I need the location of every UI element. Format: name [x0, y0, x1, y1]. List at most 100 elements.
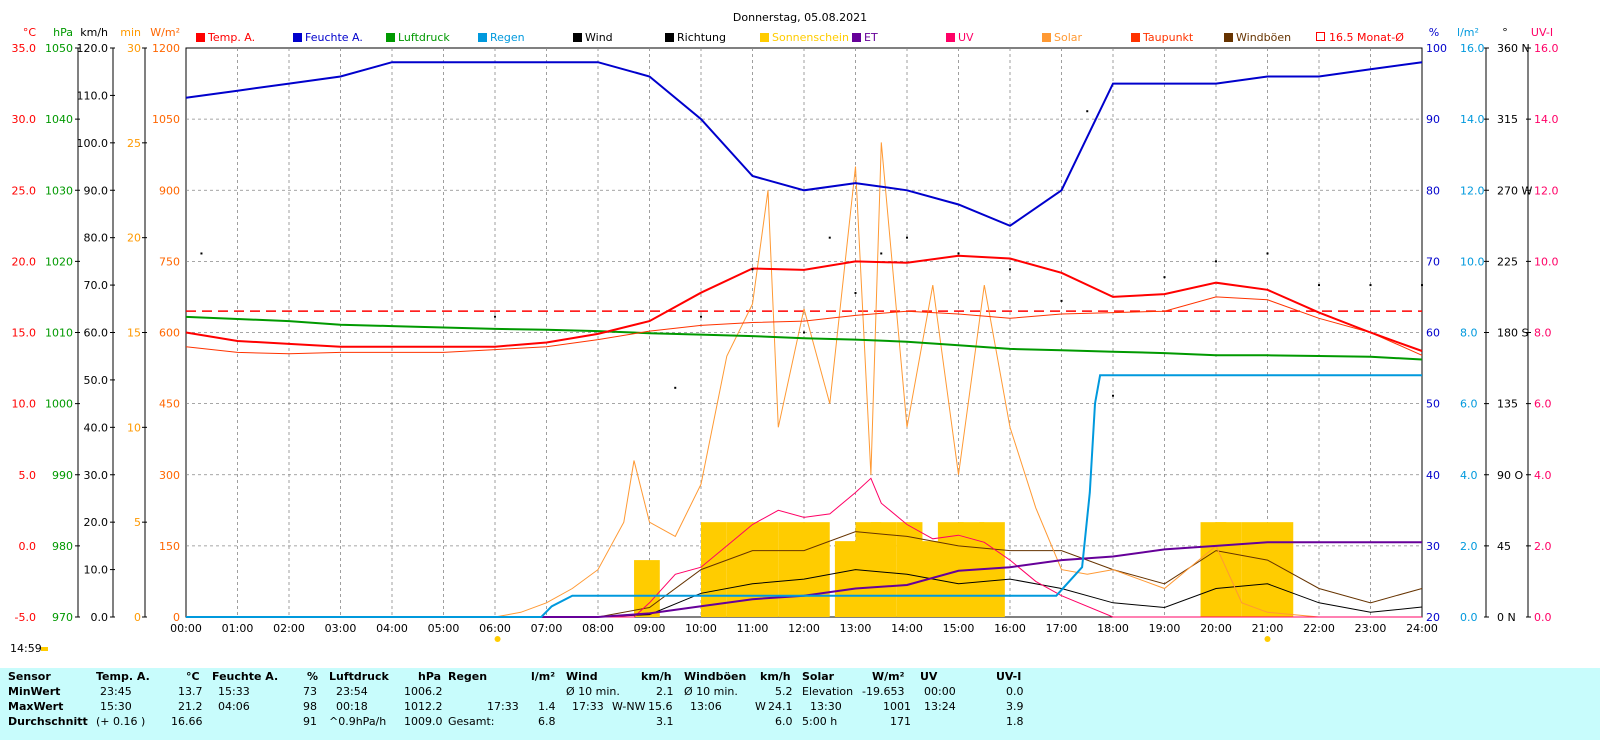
- axis-left-tick-label: 1200: [152, 42, 180, 55]
- axis-left-tick-label: 150: [159, 540, 180, 553]
- windboeen-header: Windböen: [684, 670, 747, 683]
- feuchte-avg: 91: [303, 715, 317, 728]
- x-tick-label: 09:00: [634, 622, 666, 635]
- windboeen-avg: 6.0: [775, 715, 793, 728]
- sunshine-bar: [1241, 522, 1268, 617]
- axis-left-tick-label: 70.0: [84, 279, 109, 292]
- axis-left-tick-label: 20.0: [84, 516, 109, 529]
- regen-total: 6.8: [538, 715, 556, 728]
- uv-max-time: 13:24: [924, 700, 956, 713]
- legend-swatch: [852, 33, 861, 42]
- feuchte-min: 73: [303, 685, 317, 698]
- axis-right-tick-label: 70: [1426, 255, 1440, 268]
- sunshine-bar: [701, 522, 727, 617]
- regen-unit: l/m²: [531, 670, 556, 683]
- wind-direction-point: [751, 268, 754, 271]
- wind-direction-point: [906, 236, 908, 239]
- wind-direction-point: [803, 331, 805, 334]
- legend-label: Wind: [585, 31, 613, 44]
- row-label-max: MaxWert: [8, 700, 64, 713]
- sunshine-bar: [778, 522, 804, 617]
- legend-label: ET: [864, 31, 878, 44]
- axis-right-unit: l/m²: [1457, 26, 1479, 39]
- legend-label: Windböen: [1236, 31, 1291, 44]
- wind-max-time: 17:33: [572, 700, 604, 713]
- axis-left-tick-label: 15: [127, 327, 141, 340]
- legend-swatch: [665, 33, 674, 42]
- axis-left-tick-label: 120.0: [77, 42, 109, 55]
- sun-marker-icon: [41, 647, 48, 651]
- feuchte-max: 98: [303, 700, 317, 713]
- series-line-wind: [186, 569, 1423, 618]
- luftdruck-avg-note: ^0.9hPa/h: [329, 715, 387, 728]
- axis-right-tick-label: 225: [1497, 255, 1518, 268]
- weather-chart: Donnerstag, 05.08.2021 Temp. A. Feuchte A…: [10, 11, 1559, 655]
- axes: °C 35.0 30.0 25.0 20.0 15.0 10.0 5.0 0.0 -5.0 hPa 1…: [12, 26, 1559, 624]
- temp-max: 21.2: [178, 700, 203, 713]
- wind-direction-point: [1060, 299, 1063, 302]
- axis-left-tick-label: 5: [134, 516, 141, 529]
- legend-label: Temp. A.: [207, 31, 255, 44]
- legend-swatch: [386, 33, 395, 42]
- x-tick-label: 16:00: [994, 622, 1026, 635]
- legend-swatch: [573, 33, 582, 42]
- windboeen-min: 5.2: [775, 685, 793, 698]
- x-tick-label: 06:00: [479, 622, 511, 635]
- axis-left-unit: km/h: [80, 26, 108, 39]
- wind-direction-point: [1369, 284, 1372, 287]
- sunshine-bar: [1267, 522, 1294, 617]
- axis-right-tick-label: 10.0: [1460, 255, 1485, 268]
- legend-swatch: [760, 33, 769, 42]
- regen-total-label: Gesamt:: [448, 715, 495, 728]
- axis-left-tick-label: 110.0: [77, 89, 109, 102]
- temp-max-time: 15:30: [100, 700, 132, 713]
- wind-direction-point: [200, 252, 203, 255]
- axis-right-tick-label: 90 O: [1497, 469, 1523, 482]
- sunshine-bar: [752, 522, 779, 617]
- axis-right-tick-label: 50: [1426, 398, 1440, 411]
- temp-min: 13.7: [178, 685, 203, 698]
- row-label-avg: Durchschnitt: [8, 715, 88, 728]
- axis-right-tick-label: 10.0: [1534, 255, 1559, 268]
- temp-avg-note: (+ 0.16 ): [96, 715, 146, 728]
- feuchte-max-time: 04:06: [218, 700, 250, 713]
- axis-right-tick-label: 315: [1497, 113, 1518, 126]
- axis-left-tick-label: 30.0: [84, 469, 109, 482]
- axis-right-tick-label: 6.0: [1534, 398, 1552, 411]
- axis-left-tick-label: 1040: [45, 113, 73, 126]
- axis-right-tick-label: 4.0: [1534, 469, 1552, 482]
- uv-min: 0.0: [1006, 685, 1024, 698]
- axis-left-tick-label: 600: [159, 327, 180, 340]
- wind-avg: 3.1: [656, 715, 674, 728]
- axis-right-tick-label: 8.0: [1460, 327, 1478, 340]
- legend-label: Taupunkt: [1142, 31, 1194, 44]
- wind-direction-point: [1086, 110, 1089, 113]
- axis-left-unit: hPa: [53, 26, 73, 39]
- legend-label: Richtung: [677, 31, 726, 44]
- series-line-feuchte-a-: [185, 61, 1423, 227]
- legend-label: Solar: [1054, 31, 1083, 44]
- axis-right-tick-label: 4.0: [1460, 469, 1478, 482]
- summary-table: Sensor MinWert MaxWert Durchschnitt Temp…: [0, 668, 1600, 740]
- axis-left-unit: min: [120, 26, 141, 39]
- sunrise-marker: [494, 636, 501, 642]
- series-line-temp-a-: [185, 254, 1423, 352]
- axis-right-unit: °: [1502, 26, 1508, 39]
- axis-left-tick-label: 20.0: [12, 255, 37, 268]
- axis-right-tick-label: 14.0: [1460, 113, 1485, 126]
- sunset-marker: [1264, 636, 1271, 642]
- windboeen-max: 24.1: [768, 700, 793, 713]
- legend-swatch: [1224, 33, 1233, 42]
- series-line-solar: [494, 142, 1422, 618]
- axis-right-tick-label: 100: [1426, 42, 1447, 55]
- uv-unit: UV-I: [996, 670, 1022, 683]
- luftdruck-avg: 1009.0: [404, 715, 443, 728]
- axis-left-tick-label: 30: [127, 42, 141, 55]
- series-line-uv: [186, 477, 1422, 618]
- axis-right-tick-label: 40: [1426, 469, 1440, 482]
- regen-max: 1.4: [538, 700, 556, 713]
- legend-label: Luftdruck: [398, 31, 450, 44]
- axis-left-tick-label: 10: [127, 421, 141, 434]
- legend-swatch: [196, 33, 205, 42]
- axis-left-tick-label: 5.0: [19, 469, 37, 482]
